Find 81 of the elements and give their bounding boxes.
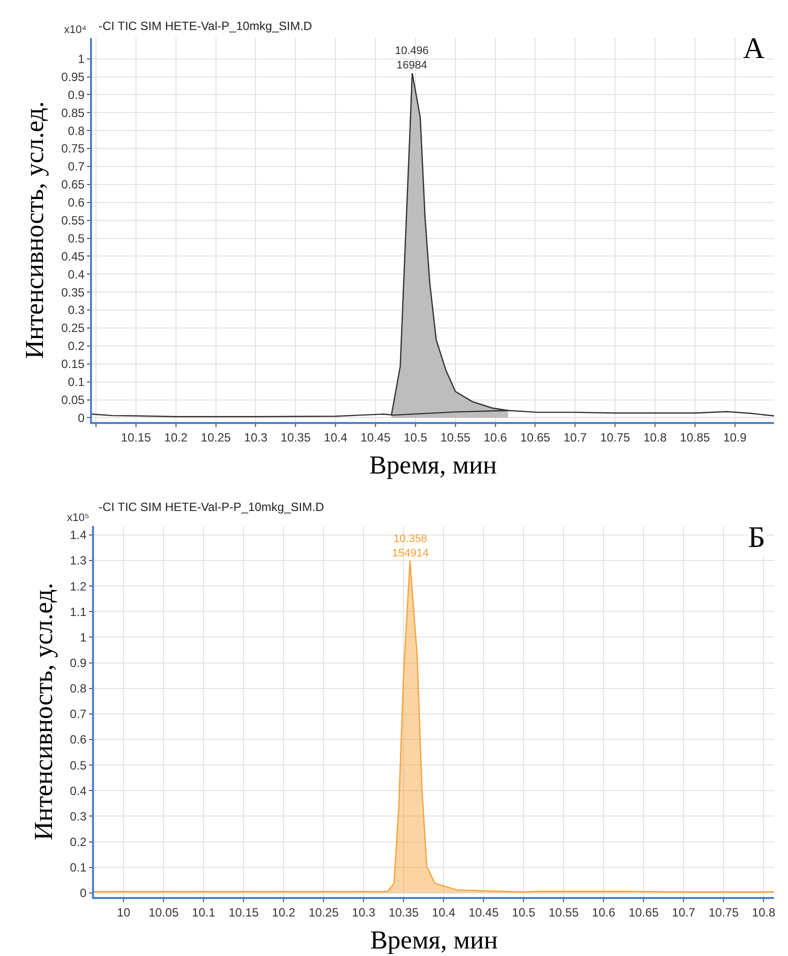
- x-tick-label: 10.15: [228, 905, 259, 920]
- y-tick-label: 0.55: [61, 214, 85, 228]
- y-tick-label: 0.85: [61, 106, 85, 120]
- y-tick-label: 0.8: [70, 682, 87, 696]
- y-tick-label: 0.6: [70, 732, 87, 747]
- annotation: 10.358 154914: [392, 533, 429, 560]
- x-tick-label: 10.2: [164, 430, 188, 444]
- y-tick-label: 1.4: [70, 528, 87, 542]
- x-tick-label: 10.9: [723, 430, 747, 444]
- y-tick-label: 0.3: [68, 303, 85, 318]
- y-tick-label: 0.45: [61, 249, 85, 264]
- y-tick-label: 0.9: [68, 88, 85, 102]
- x-tick-label: 10.4: [324, 430, 348, 444]
- y-tick-label: 1.3: [70, 554, 87, 568]
- x-tick-label: 10.15: [120, 430, 152, 444]
- y-tick-label: 0.2: [68, 339, 85, 354]
- y-axis-title: Интенсивность, усл.ед.: [28, 582, 58, 840]
- y-axis-title: Интенсивность, усл.ед.: [20, 101, 50, 359]
- x-tick-label: 10.45: [468, 905, 499, 920]
- text: x10⁵: [67, 512, 90, 524]
- x-tick-label: 10.5: [404, 430, 428, 444]
- x-tick-label: 10.8: [643, 430, 668, 444]
- x-tick-label: 10.45: [360, 430, 391, 444]
- y-tick-label: 0.7: [70, 707, 87, 722]
- x-tick-label: 10.2: [272, 905, 296, 920]
- x-tick-label: 10.55: [440, 430, 471, 444]
- y-tick-label: 0.15: [61, 357, 85, 372]
- x-tick-label: 10.8: [752, 905, 776, 920]
- x-axis-title: Время, мин: [370, 926, 498, 955]
- x-tick-label: 10.05: [148, 905, 179, 920]
- y-tick-label: 1.1: [70, 604, 87, 619]
- x-tick-label: 10.25: [200, 430, 232, 444]
- y-tick-label: 0.1: [68, 375, 85, 390]
- y-tick-label: 0.5: [68, 231, 85, 246]
- x-tick-label: 10.35: [388, 905, 419, 920]
- x-tick-label: 10.75: [600, 430, 630, 444]
- x-tick-label: 10.6: [592, 905, 616, 920]
- y-tick-label: 0.6: [68, 196, 85, 210]
- x-tick-label: 10.3: [352, 905, 376, 920]
- y-tick-label: 0.5: [70, 758, 87, 772]
- y-tick-label: 0.2: [70, 834, 87, 849]
- y-tick-label: 0.65: [61, 178, 85, 192]
- y-tick-label: 0.7: [68, 160, 85, 174]
- x-tick-label: 10.1: [192, 905, 216, 920]
- x-tick-label: 10.65: [520, 430, 551, 444]
- x-tick-label: 10.85: [680, 430, 710, 444]
- y-tick-label: 0.9: [70, 656, 87, 670]
- x-tick-label: 10.5: [512, 905, 536, 920]
- y-tick-label: 1: [80, 630, 87, 644]
- x-axis-title: Время, мин: [369, 450, 497, 480]
- x-tick-label: 10.6: [484, 430, 508, 444]
- x-tick-label: 10.25: [308, 905, 339, 920]
- y-tick-label: 1.2: [70, 579, 87, 594]
- x-tick-label: 10.35: [280, 430, 311, 444]
- y-tick-label: 0.4: [70, 784, 87, 798]
- text: x10⁴: [64, 24, 87, 36]
- x-tick-label: 10.7: [672, 905, 696, 920]
- annotation: Б: [748, 521, 766, 554]
- y-tick-label: 0.25: [61, 321, 85, 336]
- y-tick-label: 0: [80, 886, 87, 900]
- y-tick-label: 0.35: [61, 285, 85, 300]
- chart-title: -CI TIC SIM HETE-Val-P-P_10mkg_SIM.D: [98, 500, 324, 514]
- x-tick-label: 10.75: [708, 905, 739, 920]
- y-tick-label: 0.75: [61, 142, 85, 156]
- y-tick-label: 0.3: [70, 809, 87, 824]
- y-tick-label: 0.05: [61, 392, 85, 407]
- y-tick-label: 1: [78, 52, 85, 66]
- x-tick-label: 10: [116, 905, 131, 920]
- y-tick-label: 0.8: [68, 124, 85, 138]
- x-tick-label: 10.3: [244, 430, 268, 444]
- x-tick-label: 10.7: [563, 430, 588, 444]
- y-tick-label: 0.1: [70, 860, 87, 875]
- y-tick-label: 0.4: [68, 267, 85, 282]
- annotation: А: [743, 32, 765, 65]
- x-tick-label: 10.65: [628, 905, 659, 920]
- y-tick-label: 0: [78, 410, 85, 425]
- annotation: 10.496 16984: [395, 45, 429, 72]
- y-tick-label: 0.95: [61, 70, 85, 84]
- x-tick-label: 10.55: [548, 905, 579, 920]
- x-tick-label: 10.4: [432, 905, 456, 920]
- chart-title: -CI TIC SIM HETE-Val-P_10mkg_SIM.D: [98, 19, 312, 34]
